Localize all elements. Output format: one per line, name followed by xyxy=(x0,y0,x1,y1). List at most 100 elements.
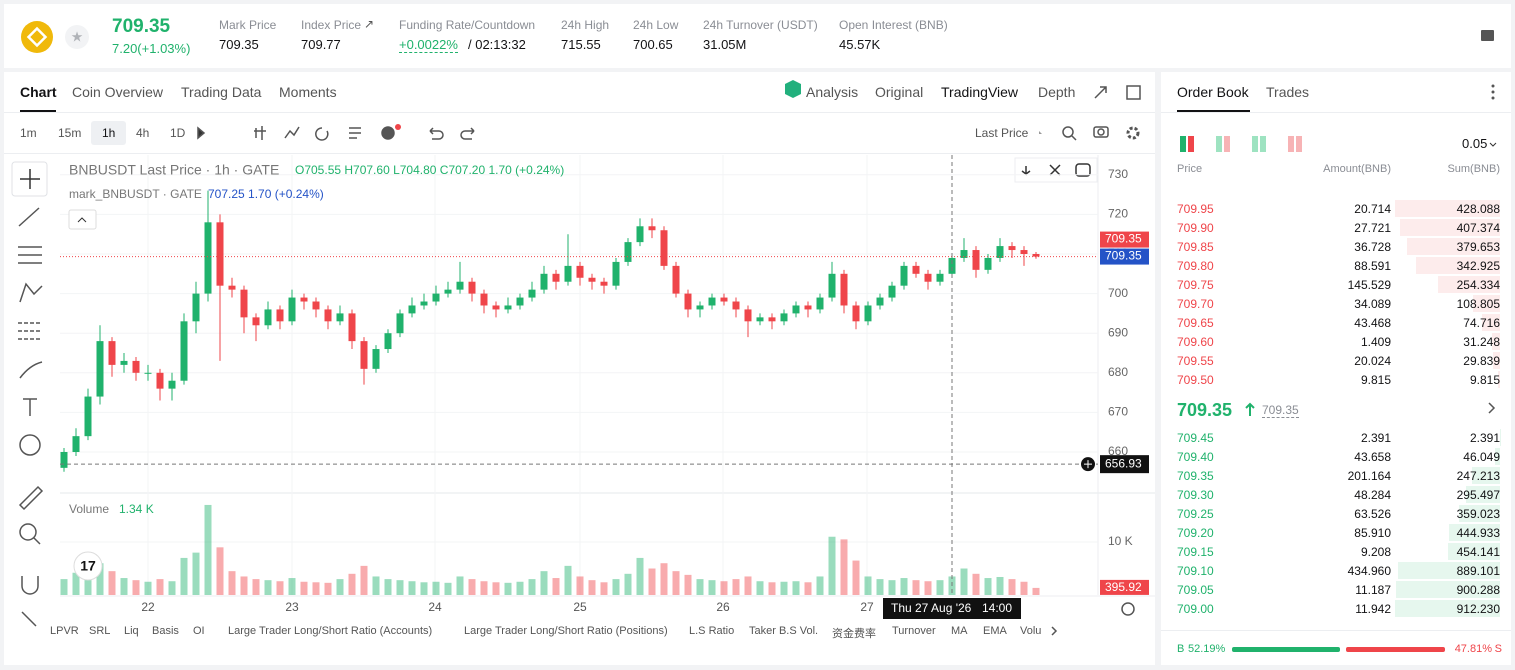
ob-price: 709.55 xyxy=(1177,354,1214,368)
indicator[interactable]: EMA xyxy=(983,625,1007,637)
ob-price: 709.75 xyxy=(1177,278,1214,292)
ob-sum: 342.925 xyxy=(1456,259,1500,273)
candle-body xyxy=(348,313,356,342)
indicator[interactable]: 资金费率 xyxy=(832,628,876,640)
view-tab[interactable]: Original xyxy=(875,84,924,100)
ob-sum: 912.230 xyxy=(1456,602,1500,616)
ob-tab[interactable]: Trades xyxy=(1266,84,1310,100)
indicator[interactable]: SRL xyxy=(89,625,111,637)
ob-sum: 31.248 xyxy=(1463,335,1500,349)
tv-logo: 17 xyxy=(80,558,96,574)
ob-price: 709.40 xyxy=(1177,450,1214,464)
ob-sum: 29.839 xyxy=(1463,354,1500,368)
volume-bar xyxy=(240,576,248,595)
index-arrow: ↗ xyxy=(364,17,375,31)
crosshair-date-tag xyxy=(883,598,1021,619)
menu-icon[interactable] xyxy=(1478,26,1498,46)
y-tick-label: 660 xyxy=(1108,444,1128,458)
depth-bar xyxy=(1497,371,1500,388)
interval[interactable]: 1h xyxy=(102,126,116,140)
depth-bar xyxy=(1400,219,1500,236)
indicator[interactable]: MA xyxy=(951,625,968,637)
ob-amount: 20.714 xyxy=(1354,202,1391,216)
sell-bar xyxy=(1346,647,1445,652)
candle-body xyxy=(804,305,812,310)
ob-amount: 20.024 xyxy=(1354,354,1391,368)
view-tab[interactable]: Depth xyxy=(1038,84,1076,100)
candle-body xyxy=(264,309,272,326)
plus-icon xyxy=(1084,460,1092,469)
indicator[interactable]: Volu xyxy=(1020,625,1042,637)
interval[interactable]: 15m xyxy=(58,126,82,140)
ob-price: 709.65 xyxy=(1177,316,1214,330)
depth-bar xyxy=(1471,467,1500,484)
indicator[interactable]: Large Trader Long/Short Ratio (Positions… xyxy=(464,625,668,637)
volume-bar xyxy=(636,557,644,595)
y-tick-label: 700 xyxy=(1108,286,1128,300)
indicator[interactable]: OI xyxy=(193,625,205,637)
ob-tab[interactable]: Order Book xyxy=(1177,84,1249,100)
candle-body xyxy=(792,305,800,314)
ob-price: 709.25 xyxy=(1177,507,1214,521)
ob-mark: 709.35 xyxy=(1262,403,1299,418)
candle-body xyxy=(744,309,752,322)
indicator[interactable]: Taker B.S Vol. xyxy=(749,625,819,637)
tab[interactable]: Coin Overview xyxy=(72,84,164,100)
candle-body xyxy=(432,293,440,302)
volume-bar xyxy=(72,572,80,595)
view-tab[interactable]: Analysis xyxy=(806,84,859,100)
stat-value: 700.65 xyxy=(633,37,673,52)
volume-title: Volume xyxy=(69,502,109,516)
tab-underline xyxy=(20,110,56,112)
ob-amount: 11.942 xyxy=(1355,602,1391,616)
ob-amount: 145.529 xyxy=(1347,278,1391,292)
ob-amount: 36.728 xyxy=(1354,240,1391,254)
candle-body xyxy=(372,349,380,369)
last-price-tag xyxy=(1100,231,1149,248)
stat-value: 715.55 xyxy=(561,37,601,52)
candle-body xyxy=(96,341,104,397)
indicator[interactable]: Basis xyxy=(152,625,179,637)
tab[interactable]: Trading Data xyxy=(181,84,262,100)
indicator[interactable]: LPVR xyxy=(50,625,79,637)
volume-bar xyxy=(96,563,104,595)
candle-body xyxy=(660,230,668,266)
volume-bar xyxy=(828,536,836,595)
price-source[interactable]: Last Price xyxy=(975,126,1029,140)
candle-body xyxy=(612,261,620,286)
candle-body xyxy=(420,301,428,306)
indicator[interactable]: Liq xyxy=(124,625,139,637)
volume-bar xyxy=(396,580,404,595)
volume-bar xyxy=(672,571,680,595)
ob-step[interactable]: 0.05 xyxy=(1462,136,1488,151)
crosshair-label: 656.93 xyxy=(1105,456,1142,470)
tab[interactable]: Chart xyxy=(20,84,57,100)
candle-body xyxy=(888,285,896,298)
stat-label: 24h Turnover (USDT) xyxy=(703,18,818,32)
volume-bar xyxy=(684,574,692,595)
tab[interactable]: Moments xyxy=(279,84,337,100)
ob-price: 709.85 xyxy=(1177,240,1214,254)
interval[interactable]: 1D xyxy=(170,126,186,140)
last-price: 709.35 xyxy=(112,16,171,37)
volume-bar xyxy=(624,573,632,595)
indicator[interactable]: Large Trader Long/Short Ratio (Accounts) xyxy=(228,625,433,637)
depth-bar xyxy=(1447,543,1500,560)
ob-sum: 359.023 xyxy=(1456,507,1500,521)
volume-value: 1.34 K xyxy=(119,502,154,516)
favorite-star[interactable]: ★ xyxy=(64,24,90,50)
x-tick-label: 26 xyxy=(716,600,730,614)
indicator[interactable]: L.S Ratio xyxy=(689,625,735,637)
candle-body xyxy=(864,305,872,322)
interval[interactable]: 4h xyxy=(136,126,150,140)
symbol-legend: BNBUSDT Last Price · 1h · GATE xyxy=(69,162,279,178)
coin-logo xyxy=(21,21,53,53)
interval[interactable]: 1m xyxy=(20,126,37,140)
stat-label: Index Price xyxy=(301,18,362,32)
indicator[interactable]: Turnover xyxy=(892,625,936,637)
volume-bar xyxy=(348,573,356,595)
view-tab[interactable]: TradingView xyxy=(941,84,1019,100)
volume-bar xyxy=(480,581,488,595)
depth-bar xyxy=(1481,314,1500,331)
ob-col: Amount(BNB) xyxy=(1323,163,1391,175)
